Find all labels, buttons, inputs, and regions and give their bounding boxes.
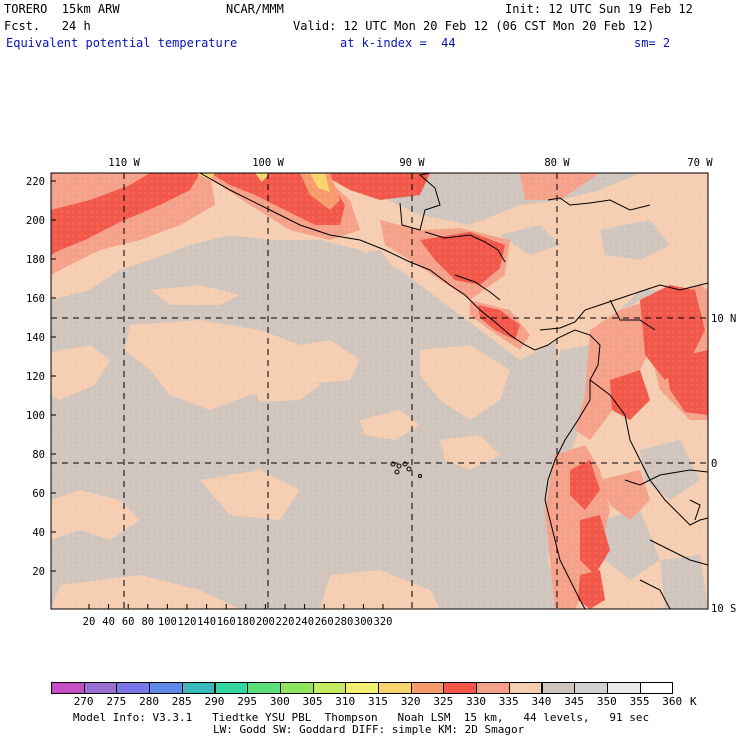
valid-time: Valid: 12 UTC Mon 20 Feb 12 (06 CST Mon …: [293, 19, 655, 33]
colorbar-label: 310: [335, 695, 356, 708]
colorbar-swatch: [149, 682, 183, 694]
y-tick-label: 220: [26, 176, 45, 188]
latitude-label: 10 S: [711, 603, 736, 615]
latitude-label: 10 N: [711, 313, 736, 325]
colorbar-swatch: [606, 682, 641, 694]
colorbar-swatch: [639, 682, 674, 694]
physics-info-line: LW: Godd SW: Goddard DIFF: simple KM: 2D…: [213, 723, 525, 736]
colorbar-label: 300: [269, 695, 290, 708]
colorbar-label: 350: [596, 695, 617, 708]
x-tick-label: 200: [256, 616, 275, 628]
y-tick-label: 140: [26, 332, 45, 344]
model-title: TORERO 15km ARW: [4, 2, 120, 16]
x-tick-label: 280: [334, 616, 353, 628]
y-tick-label: 120: [26, 371, 45, 383]
colorbar-label: 330: [466, 695, 486, 708]
colorbar-swatch: [378, 682, 412, 694]
colorbar-swatch: [541, 682, 576, 694]
colorbar-label: 340: [531, 695, 552, 708]
level-label: at k-index = 44: [340, 36, 456, 50]
x-tick-label: 260: [315, 616, 334, 628]
latitude-labels: 10 N 0 10 S: [711, 313, 736, 615]
colorbar-label: 360: [662, 695, 683, 708]
y-tick-label: 160: [26, 293, 45, 305]
colorbar-swatch: [410, 682, 445, 694]
colorbar-label: 355: [629, 695, 650, 708]
y-tick-label: 180: [26, 254, 45, 266]
x-tick-label: 240: [295, 616, 314, 628]
colorbar-label: 290: [204, 695, 225, 708]
colorbar-swatch: [574, 682, 608, 694]
x-tick-label: 40: [102, 616, 115, 628]
x-tick-label: 100: [158, 616, 177, 628]
colorbar-swatch: [476, 682, 510, 694]
colorbar-swatch: [247, 682, 281, 694]
longitude-label: 70 W: [687, 157, 713, 169]
x-tick-label: 320: [374, 616, 393, 628]
colorbar-label: 275: [106, 695, 127, 708]
colorbar-swatch: [181, 682, 216, 694]
y-tick-label: 100: [26, 410, 45, 422]
model-info-line: Model Info: V3.3.1 Tiedtke YSU PBL Thomp…: [73, 711, 650, 724]
colorbar-swatch: [345, 682, 379, 694]
graticule: [51, 173, 708, 609]
colorbar-label: 335: [498, 695, 519, 708]
x-tick-label: 220: [276, 616, 295, 628]
forecast-hour: Fcst. 24 h: [4, 19, 91, 33]
colorbar-label: 305: [302, 695, 323, 708]
colorbar-label: 315: [368, 695, 388, 708]
org-label: NCAR/MMM: [226, 2, 284, 16]
colorbar-swatch: [83, 682, 118, 694]
colorbar-swatch: [312, 682, 347, 694]
plot-frame: [50, 172, 709, 610]
colorbar-swatch: [508, 682, 543, 694]
colorbar-label: 345: [564, 695, 585, 708]
colorbar-label: 295: [237, 695, 258, 708]
y-axis-ticks: 220 200 180 160 140 120 100 80 60 40 20: [26, 176, 56, 578]
init-time: Init: 12 UTC Sun 19 Feb 12: [505, 2, 693, 16]
colorbar-swatch: [51, 682, 85, 694]
longitude-label: 110 W: [108, 157, 140, 169]
colorbar-label: 325: [433, 695, 454, 708]
x-tick-label: 20: [83, 616, 96, 628]
longitude-labels: 110 W 100 W 90 W 80 W 70 W: [108, 157, 713, 169]
colorbar-label: 270: [73, 695, 94, 708]
x-tick-label: 60: [122, 616, 135, 628]
longitude-label: 80 W: [544, 157, 570, 169]
smoothing-label: sm= 2: [634, 36, 671, 50]
y-tick-label: 200: [26, 215, 45, 227]
colorbar-swatch: [443, 682, 478, 694]
y-tick-label: 60: [32, 488, 45, 500]
colorbar-label: 280: [139, 695, 159, 708]
temperature-field: [51, 173, 708, 609]
x-tick-label: 140: [197, 616, 216, 628]
colorbar-label: 285: [171, 695, 192, 708]
colorbar-label: K: [690, 695, 697, 708]
y-tick-label: 40: [32, 527, 45, 539]
colorbar-label: 320: [400, 695, 421, 708]
x-tick-label: 180: [236, 616, 255, 628]
colorbar-swatch: [279, 682, 314, 694]
x-axis-ticks: 20 40 60 80 100 120 140 160 180 200 220 240 260 280 30…: [83, 604, 393, 628]
x-tick-label: 300: [354, 616, 373, 628]
latitude-label: 0: [711, 458, 717, 470]
colorbar-swatch: [116, 682, 151, 694]
longitude-label: 100 W: [252, 157, 284, 169]
x-tick-label: 160: [217, 616, 236, 628]
colorbar-swatch: [214, 682, 249, 694]
longitude-label: 90 W: [399, 157, 425, 169]
y-tick-label: 80: [32, 449, 45, 461]
field-name: Equivalent potential temperature: [6, 36, 238, 50]
coastlines: [199, 173, 708, 609]
x-tick-label: 80: [141, 616, 154, 628]
y-tick-label: 20: [32, 566, 45, 578]
x-tick-label: 120: [178, 616, 197, 628]
